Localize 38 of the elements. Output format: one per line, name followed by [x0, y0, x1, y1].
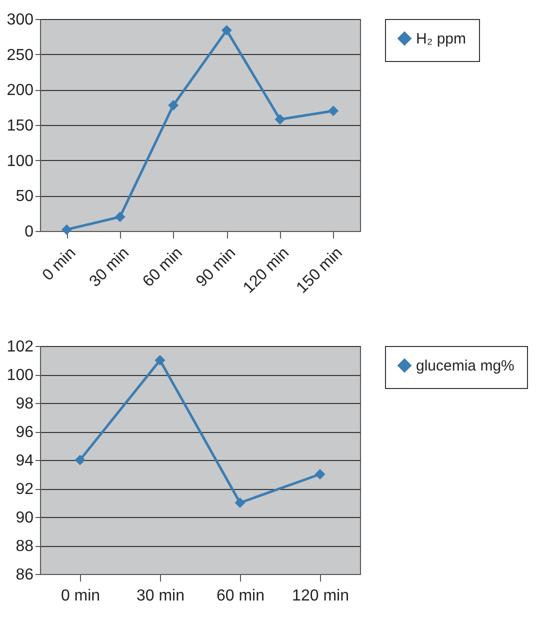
y-tick-label: 50 [16, 188, 34, 206]
point [61, 224, 72, 235]
y-tick-label: 100 [6, 367, 34, 384]
legend-label: glucemia mg% [416, 358, 514, 374]
y-tick-label: 90 [16, 510, 34, 526]
x-tick-label: 90 min [193, 244, 240, 290]
point [314, 469, 326, 480]
y-tick-label: 92 [16, 481, 34, 498]
point [168, 100, 179, 110]
x-tick-label: 120 min [240, 244, 293, 297]
point [74, 454, 86, 466]
point [114, 212, 126, 222]
y-tick-label: 150 [6, 118, 34, 134]
x-tick-label: 0 min [60, 588, 100, 604]
x-tick-label: 30 min [86, 244, 133, 290]
x-tick-label: 150 min [294, 244, 346, 297]
x-tick-label: 60 min [140, 244, 186, 290]
point [274, 114, 286, 125]
y-tick-label: 100 [6, 152, 34, 170]
point [221, 25, 232, 36]
y-tick-label: 88 [16, 538, 34, 555]
y-tick-label: 94 [16, 452, 34, 470]
point [328, 106, 339, 116]
x-tick-label: 0 min [40, 244, 80, 284]
point [154, 355, 166, 366]
y-tick-label: 86 [16, 566, 34, 584]
x-tick-label: 60 min [216, 588, 265, 604]
y-tick-label: 200 [6, 82, 34, 100]
legend-label: H₂ ppm [416, 30, 466, 48]
x-tick-label: 30 min [136, 588, 185, 604]
y-tick-label: 300 [6, 12, 34, 28]
y-tick-label: 96 [16, 424, 34, 441]
y-tick-label: 98 [16, 396, 34, 412]
y-tick-label: 0 [24, 224, 34, 240]
y-tick-label: 250 [6, 46, 34, 64]
point [234, 498, 246, 508]
y-tick-label: 102 [6, 338, 34, 356]
x-tick-label: 120 min [292, 588, 349, 604]
